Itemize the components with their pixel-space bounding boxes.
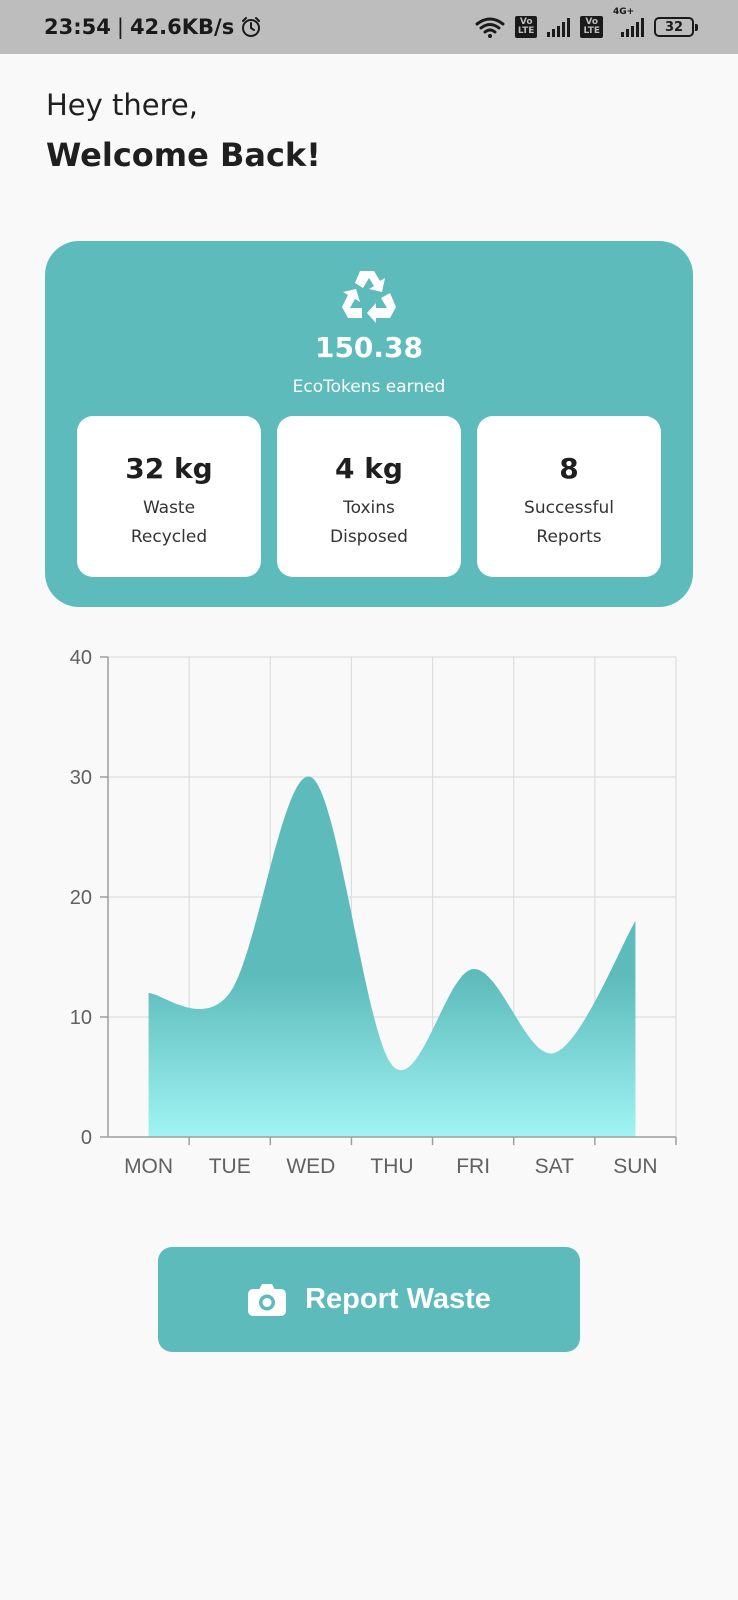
- status-time: 23:54: [44, 15, 111, 39]
- status-bar: 23:54 | 42.6KB/s Vo LTE Vo LTE 4G+ 32: [0, 0, 738, 54]
- volte-badge-1: Vo LTE: [514, 16, 538, 38]
- stat-label: Toxins Disposed: [277, 494, 461, 552]
- status-speed: 42.6KB/s: [129, 15, 235, 39]
- battery-icon: 32: [654, 17, 698, 37]
- y-tick-label: 20: [70, 887, 92, 909]
- stat-label: Successful Reports: [477, 494, 661, 552]
- stat-label-line2: Disposed: [330, 527, 408, 547]
- x-tick-label: TUE: [209, 1155, 251, 1178]
- stat-label: Waste Recycled: [77, 494, 261, 552]
- volte-badge-2: Vo LTE: [580, 16, 603, 38]
- stat-value: 32 kg: [125, 452, 213, 485]
- x-tick-label: FRI: [456, 1155, 490, 1178]
- weekly-area-chart: 0 10 20 30 40 MON TUE WED THU FRI SAT SUN: [70, 647, 677, 1178]
- stat-value: 4 kg: [335, 452, 403, 485]
- report-waste-button[interactable]: Report Waste: [158, 1247, 580, 1352]
- x-tick-label: WED: [286, 1155, 335, 1178]
- stat-value: 8: [559, 452, 579, 485]
- alarm-icon: [242, 17, 261, 37]
- camera-icon: [248, 1283, 287, 1316]
- status-right: Vo LTE Vo LTE 4G+ 32: [475, 7, 698, 38]
- stat-waste-recycled: 32 kg Waste Recycled: [77, 416, 261, 577]
- stat-label-line1: Toxins: [343, 498, 395, 518]
- x-tick-label: SUN: [613, 1155, 657, 1178]
- weekly-chart: 0 10 20 30 40 MON TUE WED THU FRI SAT SUN: [0, 640, 738, 1200]
- network-type: 4G+: [613, 7, 635, 17]
- welcome-title: Welcome Back!: [46, 136, 321, 174]
- signal-icon-1: [547, 17, 571, 37]
- area-series: [148, 776, 636, 1137]
- ecotokens-value: 150.38: [314, 331, 424, 364]
- stat-label-line2: Recycled: [130, 527, 208, 547]
- x-tick-label: THU: [370, 1155, 413, 1178]
- stat-label-line1: Waste: [142, 498, 196, 518]
- wifi-icon: [475, 17, 505, 38]
- x-tick-label: SAT: [535, 1155, 574, 1178]
- stat-label-line1: Successful: [524, 498, 614, 518]
- eco-summary-card: 150.38 EcoTokens earned 32 kg Waste Recy…: [45, 241, 693, 607]
- signal-icon-2: 4G+: [613, 7, 644, 37]
- x-tick-label: MON: [124, 1155, 173, 1178]
- stat-toxins-disposed: 4 kg Toxins Disposed: [277, 416, 461, 577]
- report-waste-label: Report Waste: [305, 1283, 491, 1315]
- y-tick-label: 40: [70, 647, 92, 669]
- stat-successful-reports: 8 Successful Reports: [477, 416, 661, 577]
- status-separator: |: [116, 15, 124, 39]
- status-left: 23:54 | 42.6KB/s: [44, 15, 262, 39]
- y-tick-label: 10: [70, 1007, 92, 1029]
- y-tick-label: 0: [81, 1127, 92, 1149]
- y-tick-label: 30: [70, 767, 92, 789]
- greeting-text: Hey there,: [46, 88, 198, 122]
- stat-label-line2: Reports: [536, 527, 602, 547]
- battery-level: 32: [664, 19, 684, 35]
- recycle-icon: [342, 271, 396, 323]
- ecotokens-label: EcoTokens earned: [292, 377, 446, 397]
